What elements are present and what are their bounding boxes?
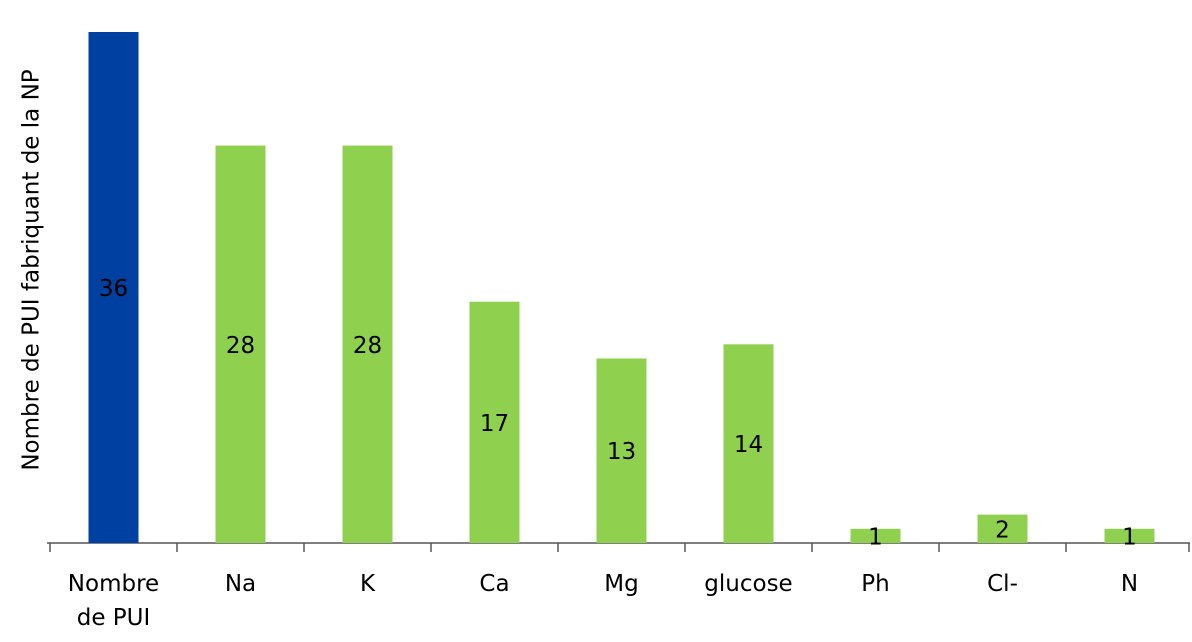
value-label: 13 (607, 439, 636, 465)
value-label: 1 (1122, 524, 1137, 550)
value-label: 36 (99, 276, 128, 302)
x-tick-label: Nombre de PUI (67, 571, 160, 631)
value-label: 28 (226, 333, 255, 359)
bar (977, 514, 1028, 543)
x-tick-label: Mg (604, 571, 639, 597)
x-tick-label: K (359, 571, 376, 597)
x-tick-label-box: Ph (861, 571, 890, 597)
x-tick-label-box: K (359, 571, 376, 597)
bar (850, 528, 901, 543)
bar (469, 301, 520, 543)
value-label: 1 (868, 524, 883, 550)
bar (723, 344, 774, 543)
x-tick-label: glucose (704, 571, 793, 597)
x-tick-label-box: Ca (479, 571, 510, 597)
value-label: 14 (734, 432, 763, 458)
x-tick-label-box: glucose (704, 571, 793, 597)
x-tick-label-box: N (1120, 571, 1139, 597)
x-tick-label: Ph (861, 571, 890, 597)
bar (215, 145, 266, 544)
x-tick-label-box: Na (224, 571, 257, 597)
value-label: 28 (353, 333, 382, 359)
x-tick-label: N (1120, 571, 1139, 597)
x-tick-label-box: Mg (604, 571, 639, 597)
x-tick-label-box: Cl- (987, 571, 1018, 597)
value-label: 17 (480, 411, 509, 437)
bar (1104, 528, 1155, 543)
bar (596, 358, 647, 543)
x-tick-label: Cl- (987, 571, 1018, 597)
x-tick-label-box: Nombre de PUI (67, 571, 160, 631)
y-axis-title: Nombre de PUI fabriquant de la NP (19, 69, 45, 470)
value-label: 2 (995, 517, 1010, 543)
x-tick-label: Ca (479, 571, 510, 597)
bar (342, 145, 393, 544)
x-tick-label: Na (224, 571, 257, 597)
bar (88, 32, 139, 543)
